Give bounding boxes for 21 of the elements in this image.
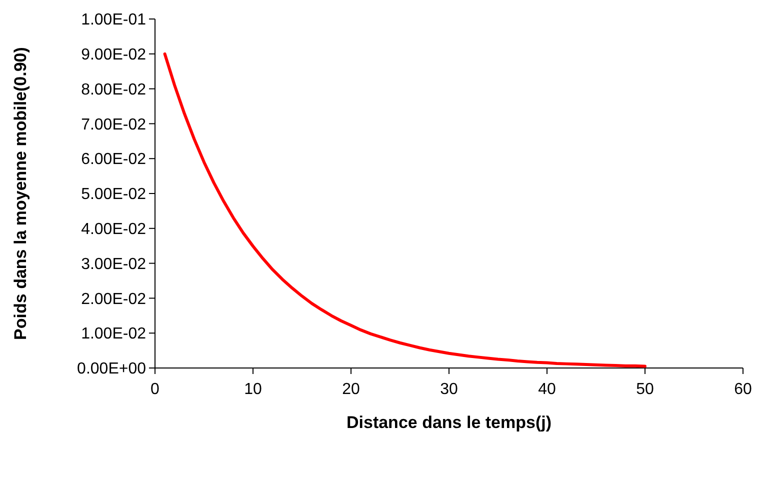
y-tick-label: 9.00E-02	[81, 46, 146, 64]
y-tick-label: 4.00E-02	[81, 221, 146, 238]
y-tick-label: 6.00E-02	[81, 151, 146, 168]
y-tick-label: 5.00E-02	[81, 186, 146, 204]
x-tick-label: 50	[636, 381, 654, 398]
x-tick-label: 30	[440, 381, 458, 398]
x-tick-label: 0	[150, 381, 160, 398]
y-axis-title: Poids dans la moyenne mobile(0.90)	[11, 47, 30, 340]
x-axis-title: Distance dans le temps(j)	[346, 413, 552, 432]
y-tick-label: 0.00E+00	[77, 360, 146, 378]
y-tick-label: 1.00E-01	[81, 12, 146, 29]
y-tick-label: 3.00E-02	[81, 256, 146, 273]
x-tick-label: 20	[342, 381, 360, 398]
y-tick-label: 1.00E-02	[81, 326, 146, 343]
y-tick-label: 7.00E-02	[81, 116, 146, 134]
y-tick-label: 8.00E-02	[81, 81, 146, 98]
y-tick-label: 2.00E-02	[81, 290, 146, 308]
x-tick-label: 10	[244, 381, 262, 398]
line-series	[163, 52, 646, 368]
x-tick-label: 40	[538, 381, 556, 398]
x-tick-label: 60	[734, 381, 752, 398]
